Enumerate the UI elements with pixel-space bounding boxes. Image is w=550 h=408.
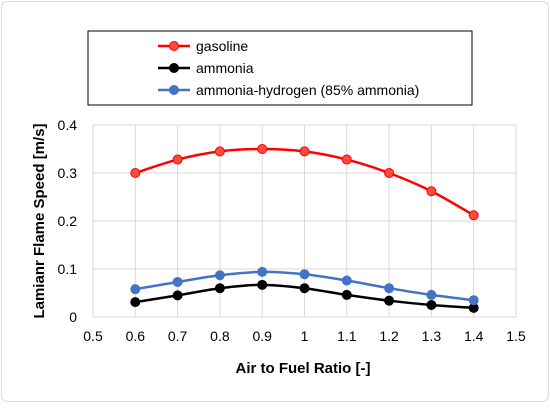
data-point — [172, 290, 183, 301]
data-point — [468, 295, 479, 306]
x-tick-label: 0.9 — [252, 328, 272, 344]
data-point — [384, 283, 395, 294]
x-tick-label: 1.5 — [506, 328, 526, 344]
data-point — [214, 283, 225, 294]
data-point — [341, 275, 352, 286]
legend-label: gasoline — [196, 38, 248, 54]
data-point — [426, 300, 437, 310]
data-point — [384, 168, 395, 178]
data-point — [172, 276, 183, 287]
data-point — [130, 297, 141, 308]
data-point — [130, 284, 141, 295]
x-tick-label: 1.3 — [422, 328, 442, 344]
y-tick-label: 0.4 — [58, 117, 78, 133]
y-axis-title: Lamianr Flame Speed [m/s] — [31, 123, 48, 318]
data-point — [299, 146, 310, 157]
legend-label: ammonia — [196, 60, 254, 76]
x-axis-title: Air to Fuel Ratio [-] — [236, 360, 371, 377]
legend-swatch-marker — [169, 85, 179, 95]
data-point — [257, 266, 268, 277]
data-point — [426, 289, 437, 300]
x-tick-label: 1.4 — [464, 328, 484, 344]
x-tick-label: 0.7 — [168, 328, 188, 344]
data-point — [257, 144, 268, 154]
data-point — [341, 154, 352, 165]
y-tick-label: 0.3 — [58, 165, 78, 181]
tick-labels: 0.5 0.6 0.7 0.8 0.9 1 1.1 1.2 1.3 1.4 1.5 0 0.1 0.2 0.… — [58, 117, 526, 344]
x-tick-label: 1 — [301, 328, 309, 344]
y-tick-label: 0 — [69, 309, 77, 325]
data-point — [214, 146, 225, 157]
legend-label: ammonia-hydrogen (85% ammonia) — [196, 82, 419, 98]
legend-swatch-marker — [169, 41, 179, 51]
series — [130, 144, 479, 313]
data-point — [468, 210, 479, 221]
legend-swatch-marker — [169, 63, 179, 73]
data-point — [426, 186, 437, 197]
data-point — [299, 269, 310, 280]
data-point — [257, 279, 268, 290]
x-tick-label: 1.1 — [337, 328, 357, 344]
y-tick-label: 0.2 — [58, 213, 78, 229]
data-point — [130, 168, 141, 178]
x-tick-label: 0.8 — [210, 328, 230, 344]
x-tick-label: 0.6 — [126, 328, 146, 344]
legend: gasoline ammonia ammonia-hydrogen (85% amm… — [158, 38, 419, 98]
data-point — [172, 154, 183, 165]
data-point — [299, 283, 310, 294]
y-tick-label: 0.1 — [58, 261, 78, 277]
data-point — [341, 289, 352, 300]
x-tick-label: 1.2 — [379, 328, 399, 344]
data-point — [384, 295, 395, 306]
data-point — [214, 270, 225, 281]
x-tick-label: 0.5 — [83, 328, 103, 344]
legend-box — [87, 30, 473, 106]
